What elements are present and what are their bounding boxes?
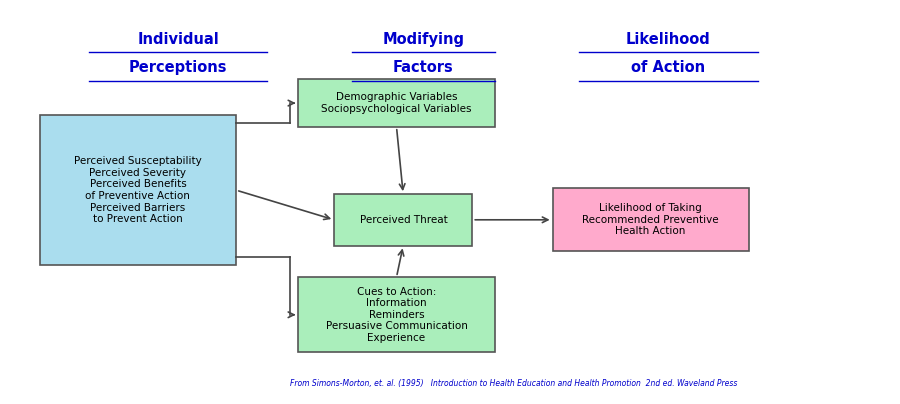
FancyBboxPatch shape [40, 115, 236, 265]
Text: Modifying: Modifying [382, 32, 464, 47]
Text: Perceptions: Perceptions [129, 60, 228, 76]
Text: Cues to Action:
Information
Reminders
Persuasive Communication
Experience: Cues to Action: Information Reminders Pe… [326, 286, 467, 343]
Text: Individual: Individual [137, 32, 219, 47]
Text: Perceived Susceptability
Perceived Severity
Perceived Benefits
of Preventive Act: Perceived Susceptability Perceived Sever… [74, 156, 202, 224]
Text: Factors: Factors [393, 60, 454, 76]
FancyBboxPatch shape [553, 188, 749, 251]
FancyBboxPatch shape [299, 79, 495, 127]
FancyBboxPatch shape [299, 277, 495, 352]
Text: From Simons-Morton, et. al. (1995)   Introduction to Health Education and Health: From Simons-Morton, et. al. (1995) Intro… [290, 379, 737, 388]
Text: of Action: of Action [632, 60, 706, 76]
Text: Perceived Threat: Perceived Threat [360, 215, 447, 225]
Text: Demographic Variables
Sociopsychological Variables: Demographic Variables Sociopsychological… [321, 92, 472, 114]
FancyBboxPatch shape [334, 194, 472, 246]
Text: Likelihood: Likelihood [626, 32, 711, 47]
Text: Likelihood of Taking
Recommended Preventive
Health Action: Likelihood of Taking Recommended Prevent… [582, 203, 719, 236]
